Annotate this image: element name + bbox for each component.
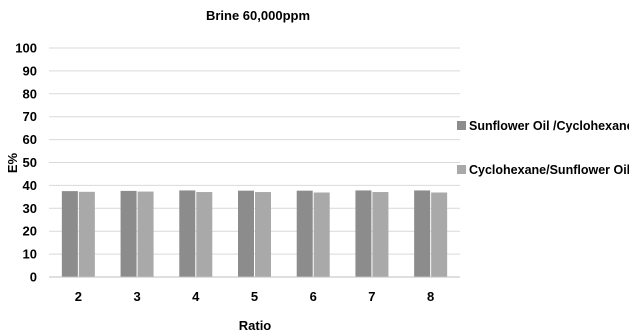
bar-series-1 (296, 190, 313, 277)
legend-label: Sunflower Oil /Cyclohexane (469, 119, 629, 133)
bar-series-2 (196, 192, 213, 277)
bar-series-1 (414, 190, 431, 277)
y-tick-label: 30 (23, 201, 37, 216)
legend-swatch (457, 121, 466, 130)
y-tick-label: 80 (23, 86, 37, 101)
x-tick-label: 8 (427, 289, 434, 304)
x-tick-label: 4 (192, 289, 200, 304)
y-axis-label: E% (5, 152, 20, 173)
legend-label: Cyclohexane/Sunflower Oil (469, 163, 629, 177)
x-tick-label: 6 (310, 289, 317, 304)
x-tick-label: 2 (75, 289, 82, 304)
axes: 0 10 20 30 40 50 60 70 80 90 100 2 3 4 5 6 7 8 (15, 41, 460, 304)
gridlines (49, 47, 460, 255)
bar-series-2 (313, 192, 330, 277)
bar-series-1 (355, 190, 372, 277)
bar-series-2 (78, 191, 95, 277)
y-tick-label: 20 (23, 224, 37, 239)
bar-series-2 (372, 192, 389, 277)
y-tick-label: 70 (23, 109, 37, 124)
y-tick-label: 10 (23, 247, 37, 262)
bar-series-2 (255, 192, 271, 277)
x-tick-label: 5 (251, 289, 258, 304)
bar-series-2 (137, 191, 154, 277)
x-tick-label: 7 (368, 289, 375, 304)
bar-series-1 (120, 190, 137, 277)
x-axis-label: Ratio (239, 318, 272, 333)
x-tick-label: 3 (133, 289, 140, 304)
bar-series-2 (431, 192, 448, 277)
y-tick-label: 90 (23, 63, 37, 78)
y-tick-label: 0 (30, 270, 37, 285)
legend-swatch (457, 165, 466, 174)
y-tick-label: 100 (15, 41, 37, 56)
bar-series-1 (238, 190, 254, 277)
bar-series-1 (179, 190, 196, 277)
legend: Sunflower Oil /Cyclohexane Cyclohexane/Su… (457, 119, 629, 177)
y-tick-label: 40 (23, 178, 37, 193)
y-tick-label: 50 (23, 155, 37, 170)
chart-title: Brine 60,000ppm (206, 8, 310, 23)
bars (61, 190, 448, 277)
bar-series-1 (61, 191, 78, 277)
y-tick-label: 60 (23, 132, 37, 147)
